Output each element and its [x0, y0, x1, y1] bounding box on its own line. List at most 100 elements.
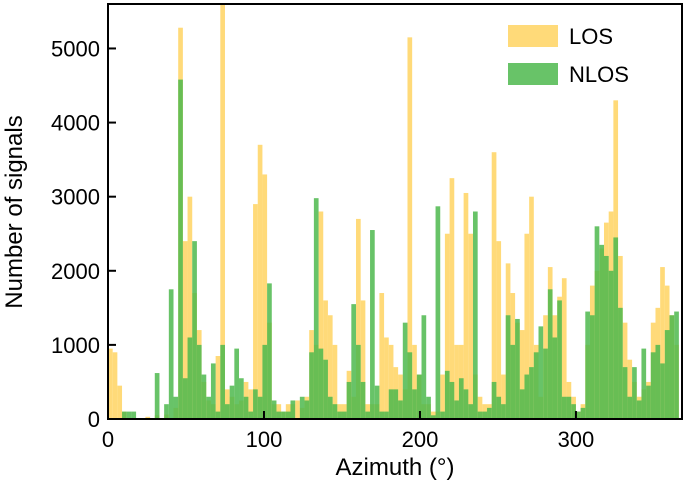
bar-nlos [257, 396, 263, 419]
bar-nlos [210, 363, 216, 419]
bar-nlos [323, 359, 328, 419]
bar-nlos [543, 348, 548, 419]
bar-nlos [566, 396, 572, 419]
bar-nlos [313, 198, 319, 419]
y-tick-label: 1000 [51, 333, 100, 358]
bar-nlos [571, 404, 576, 419]
bar-nlos [224, 404, 230, 419]
bar-nlos [318, 348, 324, 419]
bar-los [501, 374, 506, 419]
bar-los [463, 192, 469, 419]
bar-nlos [346, 381, 352, 419]
bar-los [262, 174, 268, 419]
bar-nlos [206, 396, 211, 419]
bar-nlos [622, 367, 628, 420]
bar-los [388, 344, 394, 419]
bar-nlos [674, 311, 679, 419]
bar-nlos [220, 344, 225, 419]
bar-nlos [384, 411, 389, 419]
bar-los [248, 389, 254, 419]
bar-nlos [557, 300, 562, 419]
y-tick-label: 0 [88, 407, 100, 432]
bar-los [327, 315, 333, 419]
x-axis-label: Azimuth (°) [336, 454, 455, 481]
bar-nlos [276, 411, 282, 419]
bar-nlos [458, 378, 464, 419]
bar-nlos [632, 367, 637, 420]
bars-layer [108, 4, 679, 420]
bar-los [524, 233, 530, 419]
y-axis-label: Number of signals [1, 115, 28, 308]
bar-nlos [327, 396, 333, 419]
bar-nlos [589, 315, 595, 419]
bar-los [449, 178, 455, 419]
bar-los [215, 356, 221, 419]
bar-nlos [505, 315, 511, 419]
bar-los [182, 241, 188, 419]
bar-nlos [580, 407, 586, 419]
bar-nlos [501, 404, 506, 419]
bar-nlos [407, 352, 413, 419]
bar-nlos [253, 389, 258, 419]
legend-swatch-nlos [508, 63, 558, 85]
bar-los [187, 196, 193, 419]
bar-nlos [664, 330, 670, 419]
bar-nlos [538, 326, 544, 419]
bar-nlos [215, 411, 221, 419]
bar-nlos [365, 411, 371, 419]
bar-nlos [229, 385, 235, 419]
bar-nlos [552, 337, 558, 419]
bar-los [117, 385, 123, 419]
bar-nlos [641, 348, 647, 419]
bar-los [257, 144, 263, 420]
bar-los [529, 196, 534, 419]
bar-nlos [463, 389, 469, 419]
bar-los [496, 241, 502, 419]
bar-nlos [239, 378, 244, 419]
bar-nlos [271, 400, 277, 419]
x-tick-label: 0 [102, 427, 114, 452]
bar-nlos [435, 206, 441, 419]
bar-nlos [608, 270, 614, 419]
bar-los [318, 211, 324, 419]
bar-nlos [267, 283, 272, 419]
bar-nlos [524, 374, 530, 419]
bar-los [356, 218, 361, 419]
bar-nlos [660, 363, 665, 419]
bar-los [468, 233, 473, 419]
bar-los [253, 204, 258, 419]
bar-nlos [515, 318, 520, 419]
bar-los [398, 374, 403, 419]
bar-los [360, 300, 366, 419]
bar-nlos [468, 404, 473, 419]
bar-nlos [360, 381, 366, 419]
bar-nlos [173, 396, 179, 419]
bar-nlos [187, 337, 193, 419]
bar-nlos [487, 407, 492, 419]
bar-los [407, 37, 413, 419]
bar-nlos [402, 322, 408, 419]
bar-nlos [309, 352, 314, 419]
bar-nlos [285, 411, 291, 419]
bar-nlos [281, 411, 286, 419]
bar-nlos [519, 389, 525, 419]
bar-nlos [196, 344, 202, 419]
bar-nlos [154, 373, 160, 419]
bar-nlos [510, 344, 516, 419]
bar-nlos [374, 385, 380, 419]
bar-nlos [341, 411, 347, 419]
bar-los [220, 4, 225, 419]
bar-nlos [304, 400, 310, 419]
series-nlos [122, 79, 679, 420]
bar-nlos [290, 400, 296, 419]
bar-nlos [655, 344, 661, 419]
legend-label-los: LOS [569, 24, 613, 49]
legend-label-nlos: NLOS [569, 62, 629, 87]
bar-los [491, 152, 497, 419]
plot-frame [107, 3, 683, 420]
bar-nlos [299, 396, 305, 419]
bar-nlos [337, 411, 342, 419]
bar-nlos [575, 411, 581, 419]
bar-nlos [594, 226, 600, 419]
